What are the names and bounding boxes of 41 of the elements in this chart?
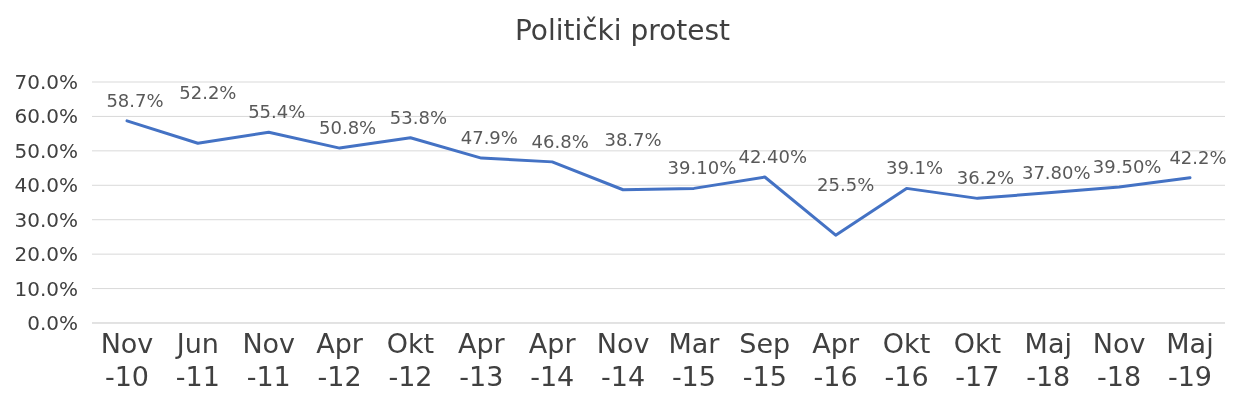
x-tick-label: Okt -16 [882,328,931,392]
x-tick-label: Nov -14 [596,328,650,392]
x-tick-label: Maj -18 [1024,328,1072,392]
x-tick-label: Maj -19 [1166,328,1214,392]
data-label: 47.9% [460,127,518,149]
x-tick-label: Okt -12 [386,328,435,392]
data-label: 25.5% [817,174,875,196]
chart-title: Politički protest [514,14,731,47]
data-label: 38.7% [604,128,662,150]
data-label: 36.2% [956,167,1014,189]
data-label: 55.4% [248,101,306,123]
x-tick-label: Okt -17 [953,328,1002,392]
x-tick-label: Sep -15 [739,328,791,392]
data-label: 58.7% [106,89,164,111]
x-tick-label: Apr -12 [316,328,364,392]
x-tick-label: Nov -11 [242,328,296,392]
data-label: 53.8% [389,106,448,128]
data-label: 37.80% [1021,161,1091,183]
y-tick-label: 60.0% [14,104,78,129]
y-tick-label: 0.0% [27,311,78,335]
x-tick-label: Apr -13 [457,328,506,392]
data-label: 42.2% [1169,146,1227,168]
data-label: 50.8% [319,117,377,139]
x-tick-label: Mar -15 [668,328,721,392]
y-tick-label: 20.0% [14,242,78,267]
x-tick-label: Nov -10 [100,328,154,392]
data-label: 39.50% [1092,156,1162,178]
data-label: 39.10% [667,157,737,179]
x-tick-label: Apr -16 [812,328,860,392]
y-tick-label: 30.0% [14,207,78,232]
data-label: 39.1% [885,157,944,179]
x-tick-label: Nov -18 [1092,328,1146,392]
data-label: 42.40% [738,146,808,168]
x-tick-label: Apr -14 [528,328,577,392]
y-tick-label: 40.0% [14,173,78,198]
data-label: 52.2% [179,82,237,104]
x-tick-label: Jun -11 [174,328,220,392]
data-label: 46.8% [531,130,589,152]
y-tick-label: 50.0% [14,138,78,163]
y-tick-label: 10.0% [14,276,78,301]
y-tick-label: 70.0% [14,70,78,94]
